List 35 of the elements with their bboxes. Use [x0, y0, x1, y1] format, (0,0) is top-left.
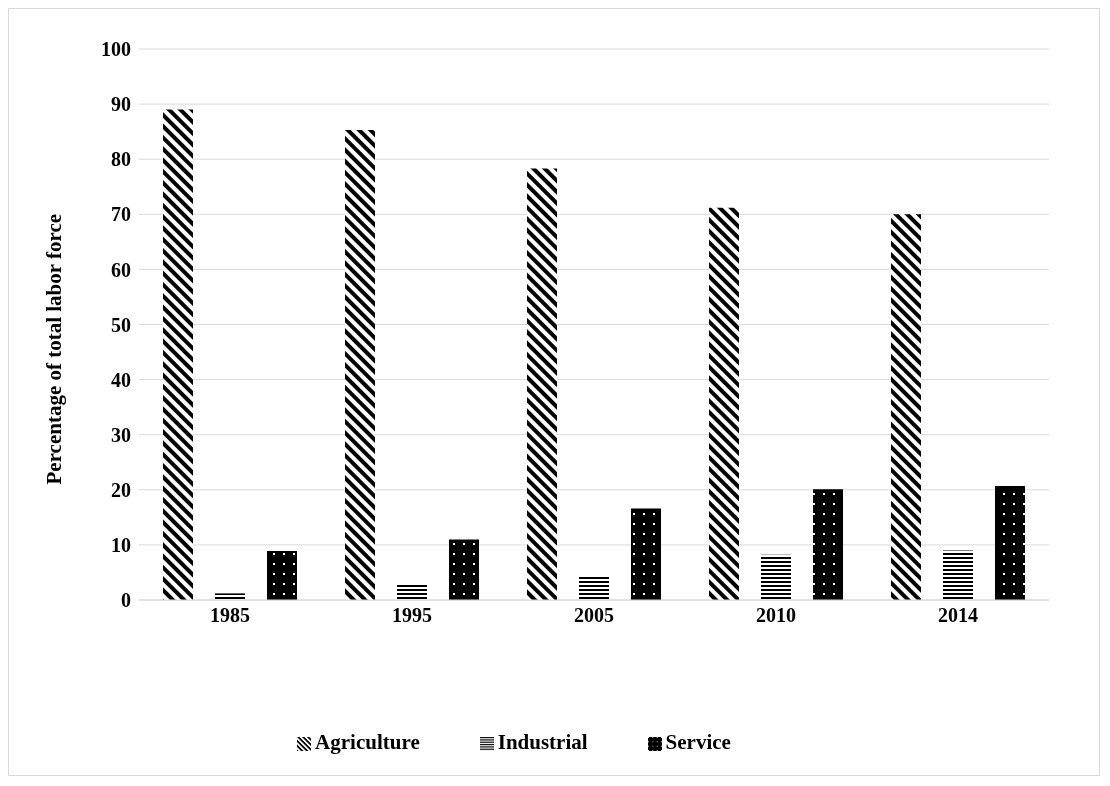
y-tick-label: 80 [111, 148, 131, 171]
y-tick-label: 40 [111, 368, 131, 391]
bar [631, 508, 661, 600]
bar [267, 550, 297, 600]
bar [891, 214, 921, 600]
bar [215, 593, 245, 600]
x-tick-label: 2014 [938, 604, 978, 627]
x-tick-label: 1985 [210, 604, 250, 627]
y-tick-label: 60 [111, 258, 131, 281]
bar [761, 554, 791, 600]
y-tick-label: 70 [111, 203, 131, 226]
bar [709, 207, 739, 600]
y-tick-label: 90 [111, 93, 131, 116]
legend-label: Industrial [497, 730, 588, 754]
bar [813, 489, 843, 600]
bar [449, 539, 479, 600]
x-tick-label: 2010 [756, 604, 796, 627]
legend-label: Service [665, 730, 731, 754]
y-tick-label: 30 [111, 423, 131, 446]
bar [943, 550, 973, 600]
legend-label: Agriculture [315, 730, 420, 754]
bar [527, 168, 557, 600]
y-tick-label: 100 [101, 38, 131, 61]
bar [579, 575, 609, 600]
y-tick-label: 10 [111, 534, 131, 556]
bar [995, 485, 1025, 600]
bar [345, 130, 375, 600]
x-tick-label: 1995 [392, 604, 432, 627]
bar [163, 109, 193, 600]
y-tick-label: 50 [111, 313, 131, 336]
y-tick-label: 0 [121, 589, 131, 612]
x-tick-label: 2005 [574, 604, 614, 627]
y-axis-title: Percentage of total labor force [42, 213, 67, 485]
bar [397, 583, 427, 600]
y-tick-label: 20 [111, 478, 131, 501]
